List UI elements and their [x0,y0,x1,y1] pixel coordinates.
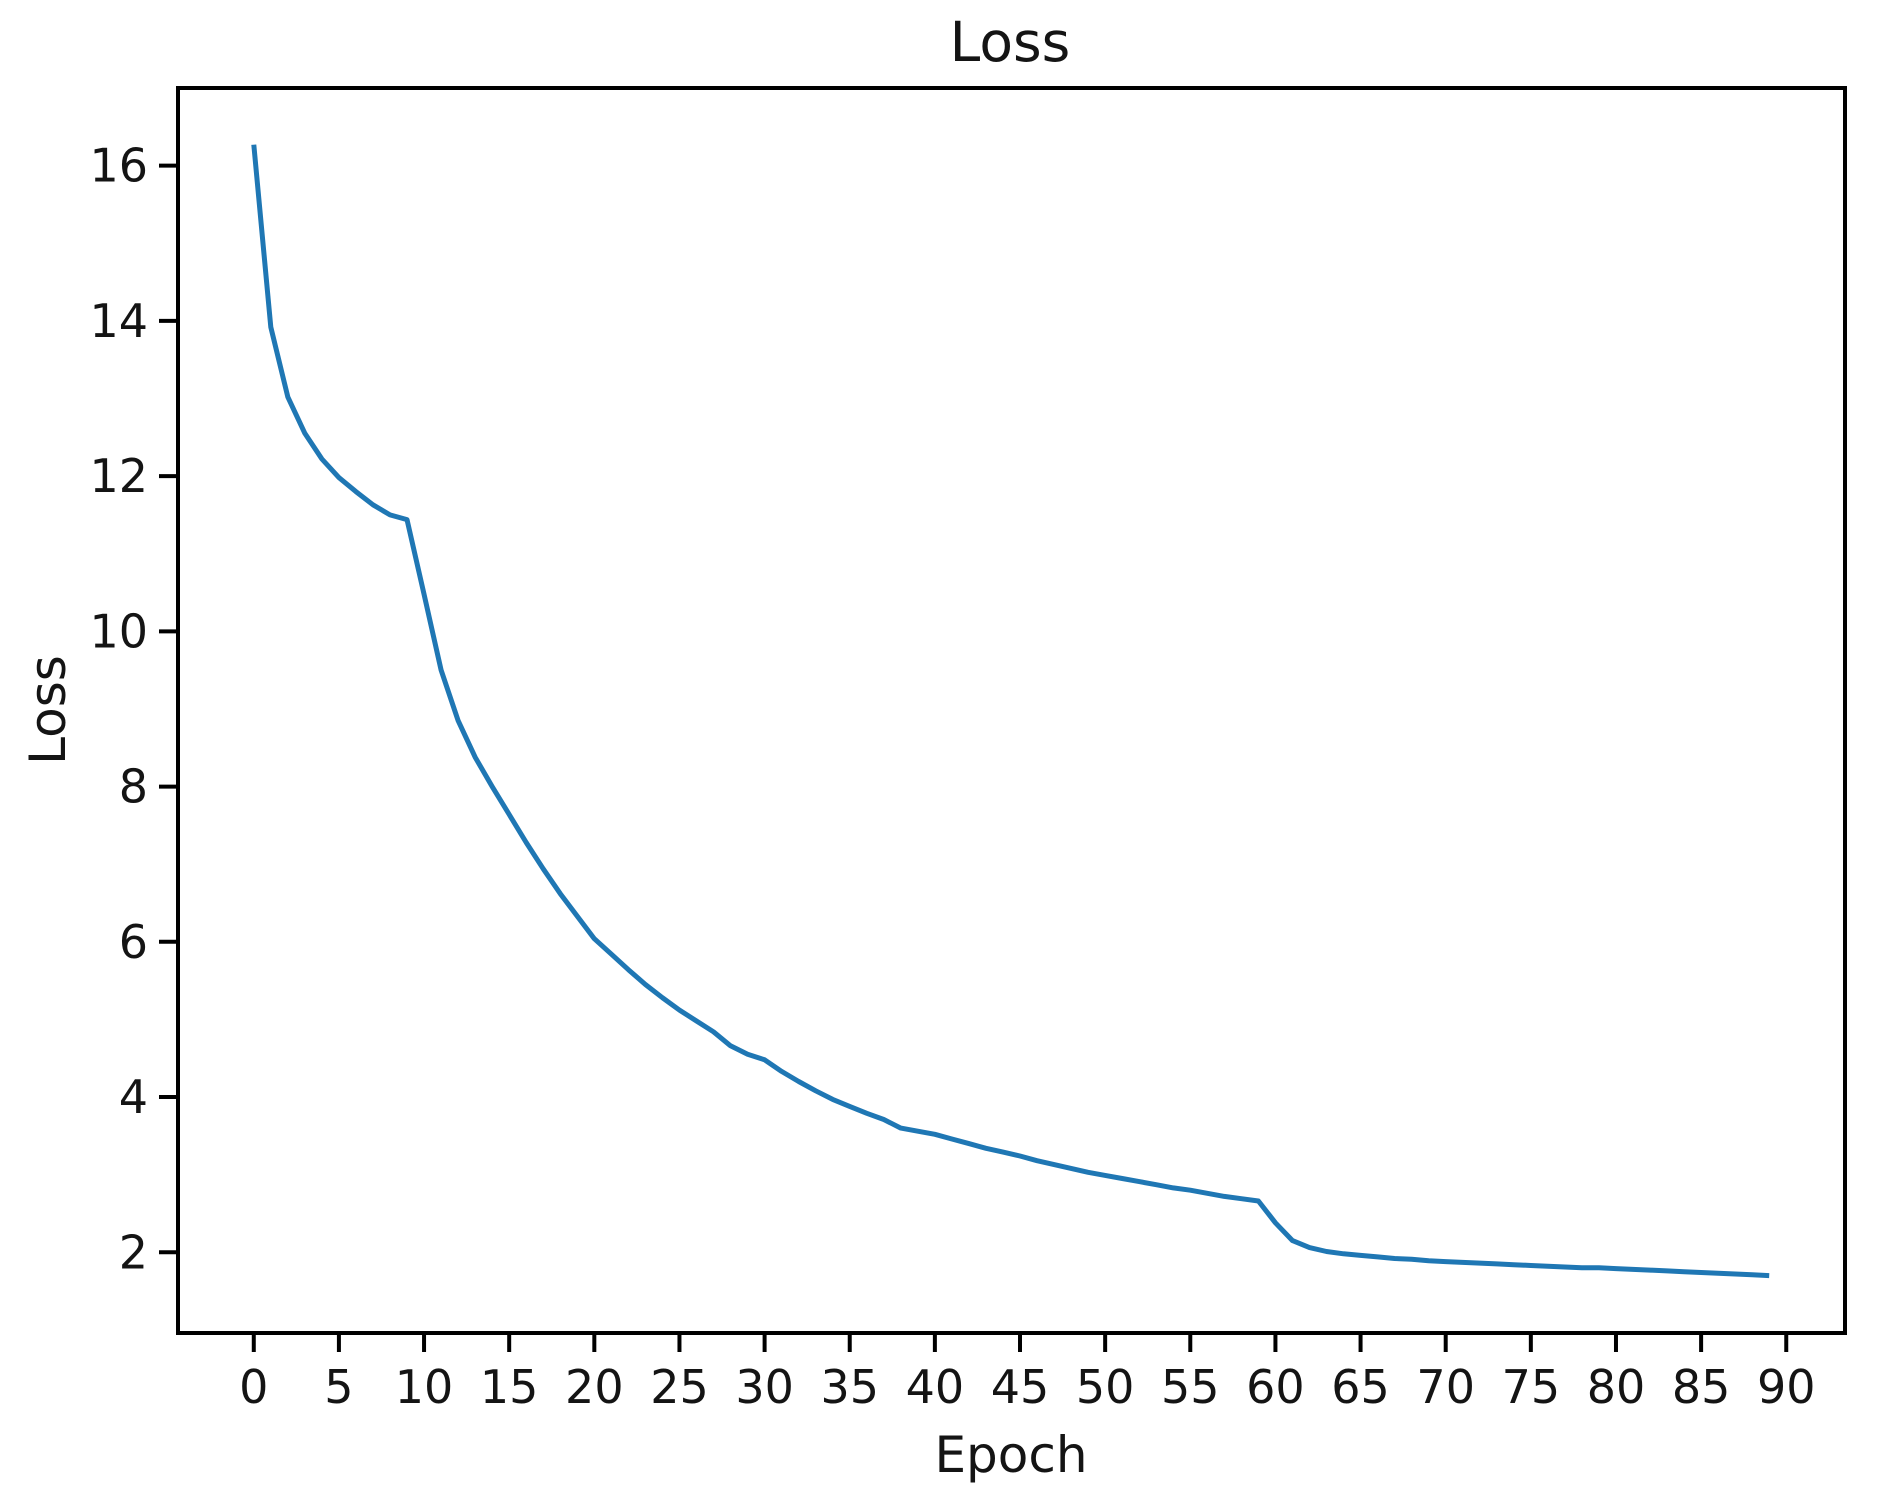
x-tick-label: 10 [395,1360,454,1414]
x-tick-label: 20 [565,1360,624,1414]
x-tick-label: 60 [1246,1360,1305,1414]
loss-line [251,144,1770,1279]
x-tick-label: 75 [1502,1360,1561,1414]
x-tick-label: 35 [820,1360,879,1414]
y-tick-label: 10 [89,604,148,658]
x-tick-label: 65 [1331,1360,1390,1414]
x-tick-label: 30 [735,1360,794,1414]
y-tick-label: 12 [89,449,148,503]
x-tick-label: 90 [1757,1360,1816,1414]
x-tick-label: 25 [650,1360,709,1414]
y-tick-label: 8 [119,760,148,814]
y-tick-label: 2 [119,1225,148,1279]
x-tick-label: 50 [1076,1360,1135,1414]
x-tick-label: 85 [1672,1360,1731,1414]
x-tick-label: 5 [324,1360,353,1414]
x-tick-label: 0 [239,1360,268,1414]
x-axis-label: Epoch [934,1426,1088,1484]
x-tick-label: 15 [480,1360,539,1414]
y-tick-label: 16 [89,139,148,193]
x-tick-label: 80 [1587,1360,1646,1414]
plot-frame [176,86,1847,1335]
x-tick-label: 55 [1161,1360,1220,1414]
x-tick-label: 45 [991,1360,1050,1414]
x-tick-label: 40 [906,1360,965,1414]
chart-title: Loss [949,10,1071,74]
y-tick-label: 4 [119,1070,148,1124]
x-tick-label: 70 [1416,1360,1475,1414]
y-tick-label: 14 [89,294,148,348]
y-tick-label: 6 [119,915,148,969]
